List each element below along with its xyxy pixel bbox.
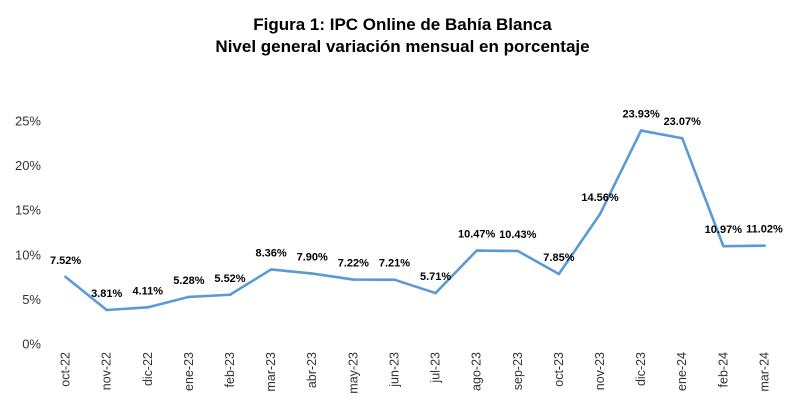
data-label: 10.97% xyxy=(705,224,743,236)
y-tick-label: 25% xyxy=(15,114,41,129)
data-point xyxy=(269,268,273,271)
data-label: 23.07% xyxy=(664,116,702,128)
x-tick-label: abr-23 xyxy=(305,352,319,388)
data-label: 10.43% xyxy=(499,229,537,241)
data-label: 23.93% xyxy=(622,109,660,121)
x-tick-label: jun-23 xyxy=(387,352,401,388)
x-tick-label: mar-24 xyxy=(757,352,771,392)
y-axis: 0% 5% 10% 15% 20% 25% xyxy=(15,114,41,352)
data-label: 5.71% xyxy=(420,271,451,283)
data-point xyxy=(722,244,725,248)
x-tick-label: ago-23 xyxy=(470,352,484,391)
data-point xyxy=(105,308,108,312)
data-label: 7.85% xyxy=(543,252,574,264)
data-label: 14.56% xyxy=(581,192,619,204)
data-point xyxy=(187,295,191,299)
x-tick-label: dic-23 xyxy=(634,352,648,386)
x-tick-label: ene-23 xyxy=(182,352,196,391)
data-point xyxy=(434,291,437,295)
data-point xyxy=(146,306,150,309)
x-tick-label: ene-24 xyxy=(675,352,689,391)
data-point xyxy=(228,293,232,297)
x-tick-label: nov-22 xyxy=(100,352,114,390)
chart-title-block: Figura 1: IPC Online de Bahía Blanca Niv… xyxy=(0,14,805,58)
x-tick-label: oct-23 xyxy=(552,352,566,387)
data-point xyxy=(639,129,643,132)
data-point xyxy=(516,249,520,253)
x-tick-label: may-23 xyxy=(346,352,360,394)
data-label: 5.52% xyxy=(214,273,245,285)
data-label: 10.47% xyxy=(458,229,496,241)
data-label: 11.02% xyxy=(746,224,783,236)
x-tick-label: jul-23 xyxy=(429,352,443,384)
data-label: 7.22% xyxy=(338,258,369,270)
x-tick-label: feb-23 xyxy=(223,352,237,387)
data-label: 3.81% xyxy=(91,288,122,300)
x-tick-label: nov-23 xyxy=(593,352,607,390)
data-point xyxy=(763,244,766,248)
data-point xyxy=(393,278,396,281)
data-label: 7.90% xyxy=(297,252,328,264)
data-label: 7.52% xyxy=(50,255,81,267)
data-label: 8.36% xyxy=(256,247,287,259)
chart-subtitle: Nivel general variación mensual en porce… xyxy=(215,37,590,56)
y-tick-label: 10% xyxy=(15,247,41,262)
series-line xyxy=(64,129,766,312)
x-tick-label: feb-24 xyxy=(716,352,730,387)
y-tick-label: 15% xyxy=(15,203,41,218)
series-area xyxy=(64,129,766,312)
data-point xyxy=(310,272,314,275)
x-tick-label: mar-23 xyxy=(264,352,278,392)
data-point xyxy=(352,278,355,281)
data-label: 7.21% xyxy=(379,258,410,270)
y-tick-label: 5% xyxy=(22,292,41,307)
data-point xyxy=(64,275,67,279)
x-axis: oct-22 nov-22 dic-22 ene-23 feb-23 mar-23 abr-… xyxy=(59,352,772,394)
chart-title: Figura 1: IPC Online de Bahía Blanca xyxy=(253,15,552,34)
data-point xyxy=(475,249,478,252)
y-tick-label: 20% xyxy=(15,158,41,173)
x-tick-label: oct-22 xyxy=(59,352,73,387)
x-tick-label: sep-23 xyxy=(511,352,525,390)
data-labels: 7.52% 3.81% 4.11% 5.28% 5.52% 8.36% 7.90% 7.22%… xyxy=(50,109,783,300)
data-point xyxy=(557,272,561,276)
data-label: 5.28% xyxy=(173,275,204,287)
y-tick-label: 0% xyxy=(22,337,41,352)
data-point xyxy=(680,136,684,140)
data-point xyxy=(598,212,602,216)
x-tick-label: dic-22 xyxy=(141,352,155,386)
data-label: 4.11% xyxy=(132,285,163,297)
